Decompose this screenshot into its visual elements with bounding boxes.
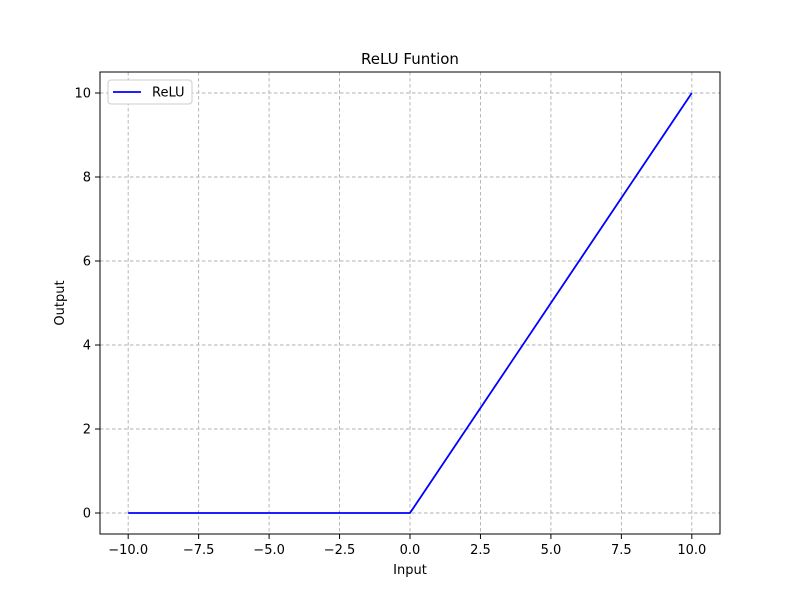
x-tick-label: −7.5 [183, 543, 215, 558]
x-axis: −10.0 −7.5 −5.0 −2.5 0.0 2.5 5.0 7.5 10.0 [108, 534, 706, 558]
series-layer [128, 92, 693, 514]
x-tick-label: 0.0 [400, 543, 421, 558]
y-tick-label: 0 [83, 507, 91, 522]
x-tick-label: 5.0 [541, 543, 562, 558]
y-tick-label: 4 [83, 339, 91, 354]
legend-label-relu: ReLU [152, 86, 185, 101]
y-tick-label: 6 [83, 255, 91, 270]
x-tick-label: 2.5 [470, 543, 491, 558]
legend: ReLU [107, 79, 193, 105]
y-tick-label: 10 [74, 87, 91, 102]
x-tick-label: −10.0 [108, 543, 148, 558]
legend-box [107, 79, 193, 105]
x-tick-label: 10.0 [677, 543, 706, 558]
series-line-relu [128, 92, 693, 514]
grid [100, 72, 720, 534]
x-tick-label: −2.5 [324, 543, 356, 558]
y-axis-label: Output [53, 280, 68, 325]
y-tick-label: 2 [83, 423, 91, 438]
chart-title: ReLU Funtion [361, 50, 459, 68]
x-axis-label: Input [393, 563, 427, 578]
x-tick-label: −5.0 [253, 543, 285, 558]
y-axis: 0 2 4 6 8 10 [74, 87, 100, 522]
y-tick-label: 8 [83, 171, 91, 186]
x-tick-label: 7.5 [611, 543, 632, 558]
